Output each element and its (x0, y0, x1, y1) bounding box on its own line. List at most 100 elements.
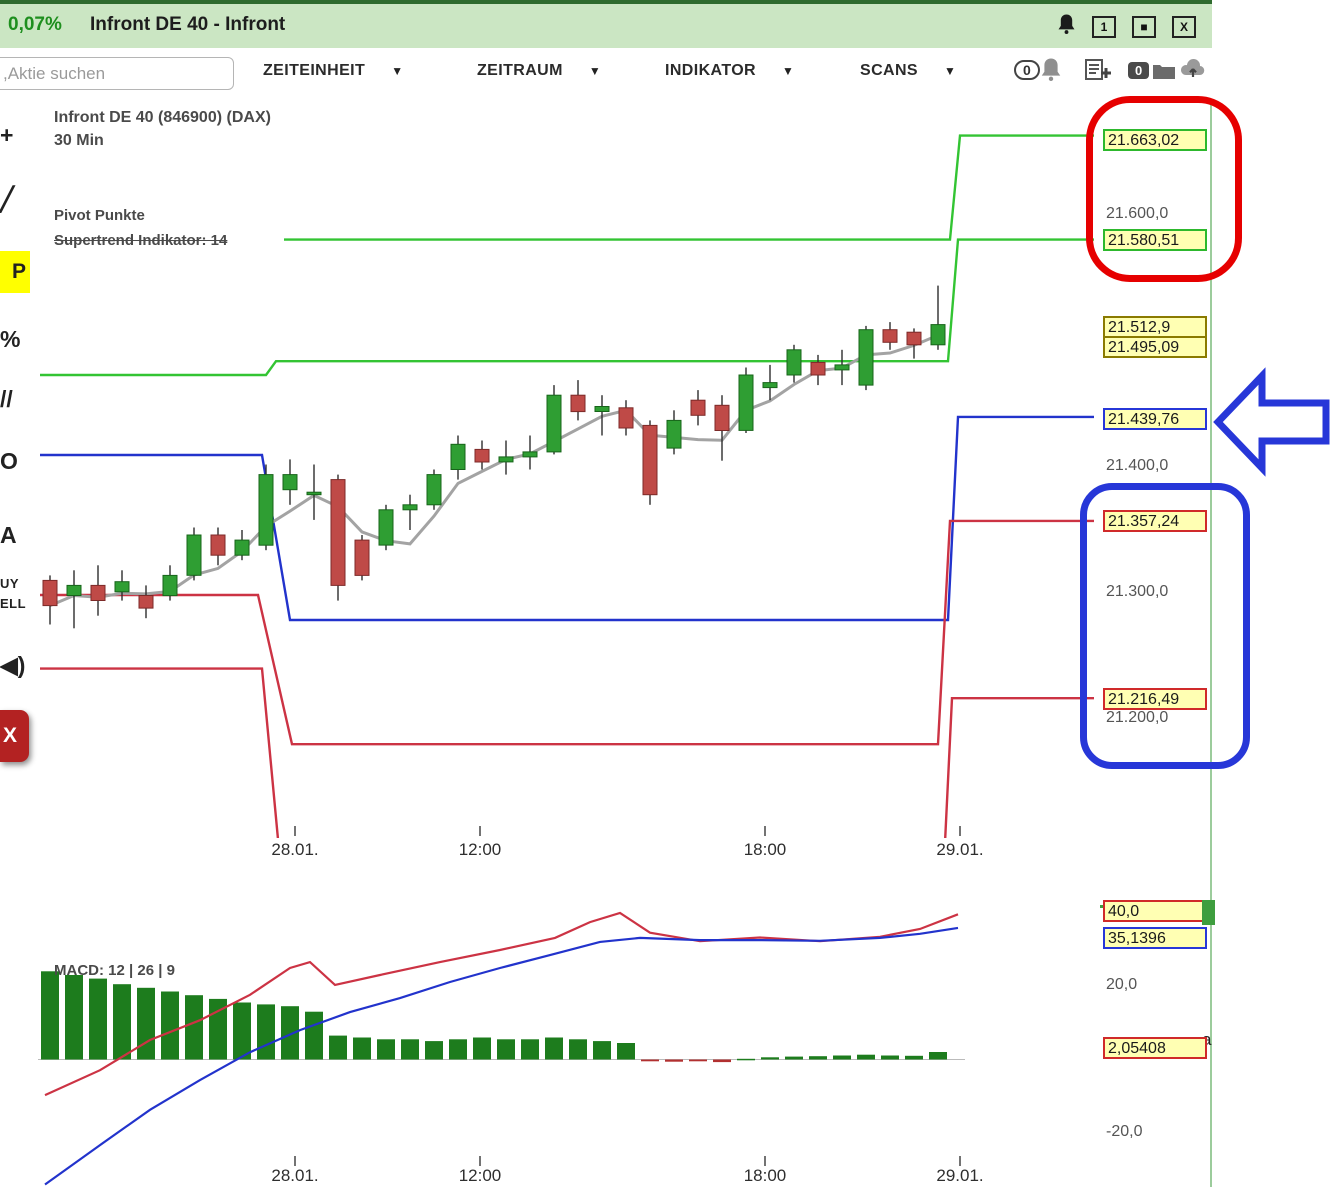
macd-bar (665, 1059, 683, 1062)
candle (42, 579, 58, 607)
macd-bar (833, 1055, 851, 1060)
folder-icon[interactable] (1152, 62, 1176, 85)
candle (474, 448, 490, 463)
macd-bar (689, 1059, 707, 1062)
candle (330, 479, 346, 586)
change-percent: 0,07% (8, 14, 62, 35)
macd-bar (809, 1056, 827, 1060)
alerts-bell-icon[interactable] (1040, 57, 1062, 87)
candle (858, 329, 874, 386)
candle (714, 404, 730, 431)
tool-buy[interactable]: UY (0, 576, 20, 591)
chart-header: Infront DE 40 (846900) (DAX) 30 Min (54, 106, 271, 152)
menu-zeiteinheit[interactable]: ZEITEINHEIT ▼ (263, 62, 403, 80)
macd-bar (569, 1039, 587, 1060)
tool-crosshair[interactable]: + (0, 122, 14, 148)
macd-bar (353, 1037, 371, 1060)
chevron-down-icon: ▼ (944, 64, 957, 78)
drawing-toolbar: + ╱ P% // O A UY ELL ◀) X (0, 100, 34, 1187)
tool-close-panel[interactable]: X (0, 710, 29, 762)
window-controls: 1 ■ X (1057, 13, 1196, 40)
blue-highlight-annotation (1080, 483, 1250, 769)
stray-character: a (1202, 1030, 1212, 1049)
tool-audio-alert[interactable]: ◀) (0, 652, 26, 678)
macd-bar (41, 971, 59, 1060)
supertrend-indicator-label[interactable]: Supertrend Indikator: 14 (54, 232, 228, 249)
candle (642, 424, 658, 496)
tool-parallel-lines[interactable]: // (0, 386, 13, 412)
alert-count-badge[interactable]: 0 (1014, 60, 1040, 80)
maximize-button[interactable]: ■ (1132, 15, 1156, 38)
candle (282, 474, 298, 491)
tool-percent[interactable]: % (0, 326, 21, 352)
pivot-indicator-label[interactable]: Pivot Punkte (54, 207, 145, 224)
blue-arrow-annotation (1213, 367, 1330, 477)
tool-ellipse[interactable]: O (0, 448, 18, 474)
macd-bar (905, 1055, 923, 1060)
candle (138, 595, 154, 609)
close-window-button[interactable]: X (1172, 15, 1196, 38)
candle (378, 509, 394, 546)
menu-zeitraum-label: ZEITRAUM (477, 62, 563, 79)
tool-trendline[interactable]: ╱ (0, 186, 14, 212)
overlay-support-red-1 (40, 519, 1094, 746)
macd-bar (401, 1039, 419, 1060)
main-chart-layer (40, 134, 1094, 838)
macd-bar (521, 1039, 539, 1060)
search-input[interactable] (0, 57, 234, 90)
candle (762, 382, 778, 389)
menu-zeitraum[interactable]: ZEITRAUM ▼ (477, 62, 601, 80)
candle (66, 584, 82, 597)
orders-count-badge[interactable]: 0 (1128, 62, 1150, 79)
watchlist-add-icon[interactable] (1084, 57, 1112, 88)
tool-text[interactable]: A (0, 522, 17, 548)
scrollbar-thumb[interactable] (1202, 900, 1215, 925)
macd-bar (713, 1059, 731, 1063)
macd-bar (545, 1037, 563, 1060)
macd-bar (473, 1037, 491, 1060)
candle (906, 331, 922, 346)
menu-zeiteinheit-label: ZEITEINHEIT (263, 62, 366, 79)
cloud-upload-icon[interactable] (1178, 56, 1208, 85)
right-separator (1210, 48, 1212, 1187)
menu-scans-label: SCANS (860, 62, 919, 79)
candle (354, 539, 370, 576)
menu-scans[interactable]: SCANS ▼ (860, 62, 956, 80)
candle (594, 406, 610, 412)
macd-indicator-label[interactable]: MACD: 12 | 26 | 9 (54, 962, 175, 979)
candle (90, 584, 106, 602)
notification-bell-icon[interactable] (1057, 13, 1076, 40)
instrument-name: Infront DE 40 (846900) (DAX) (54, 109, 271, 126)
menu-indikator[interactable]: INDIKATOR ▼ (665, 62, 794, 80)
candle (738, 374, 754, 431)
chevron-down-icon: ▼ (391, 64, 404, 78)
macd-bar (161, 991, 179, 1060)
candle (498, 456, 514, 463)
candle (522, 451, 538, 458)
candle (882, 329, 898, 343)
macd-bar (881, 1055, 899, 1060)
macd-layer (38, 911, 965, 1186)
signal-line (44, 926, 959, 1186)
candle (810, 361, 826, 376)
tool-sell[interactable]: ELL (0, 596, 27, 611)
macd-bar (641, 1059, 659, 1062)
candle (426, 474, 442, 506)
macd-bar (737, 1058, 755, 1061)
tool-vwap[interactable]: P (0, 251, 30, 293)
macd-bar (929, 1052, 947, 1060)
candle (258, 474, 274, 546)
macd-bar (281, 1006, 299, 1060)
red-highlight-annotation (1086, 96, 1242, 282)
overlay-supertrend-upper (284, 134, 1094, 241)
tab-one-button[interactable]: 1 (1092, 15, 1116, 38)
chevron-down-icon: ▼ (782, 64, 795, 78)
toolbar: ZEITEINHEIT ▼ ZEITRAUM ▼ INDIKATOR ▼ SCA… (0, 48, 1212, 100)
chevron-down-icon: ▼ (588, 64, 602, 78)
candle (162, 574, 178, 597)
macd-bar (329, 1035, 347, 1060)
macd-bar (89, 978, 107, 1060)
menu-indikator-label: INDIKATOR (665, 62, 757, 79)
